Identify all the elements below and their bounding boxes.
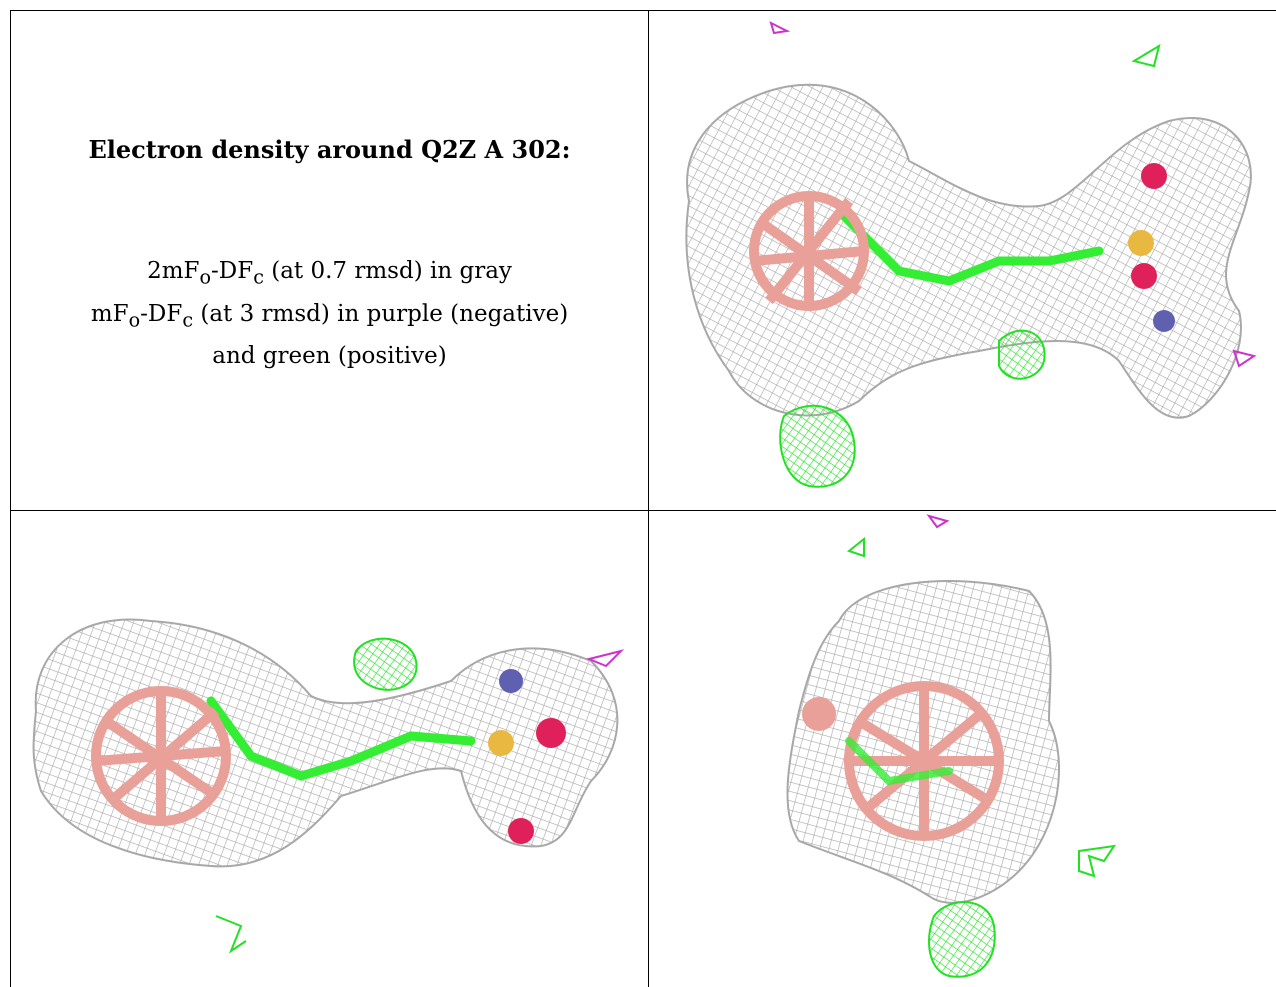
ligand-chain — [839, 211, 1104, 286]
density-view-svg — [32, 618, 625, 954]
positive-density-fragment — [1078, 844, 1117, 878]
legend-line-positive: and green (positive) — [212, 343, 447, 370]
positive-density-blob — [353, 637, 418, 691]
sulfonamide-group — [1128, 163, 1175, 332]
carborane-cage — [91, 686, 231, 826]
positive-density-fragment — [846, 536, 865, 558]
negative-density-fragment — [1232, 349, 1257, 368]
density-view-bottom-left — [11, 511, 648, 987]
positive-density-blob — [928, 901, 996, 978]
density-view-svg — [786, 514, 1117, 978]
carborane-cage — [802, 681, 1004, 841]
2fofc-mesh — [32, 618, 619, 868]
2fofc-mesh — [685, 83, 1252, 419]
frame-divider-vertical — [648, 10, 649, 987]
carborane-cage — [749, 191, 869, 311]
legend-line-2fofc: 2mFo-DFc (at 0.7 rmsd) in gray — [147, 258, 512, 289]
frame-divider-horizontal — [10, 510, 1276, 511]
frame-left — [10, 10, 11, 987]
caption-legend: 2mFo-DFc (at 0.7 rmsd) in gray mFo-DFc (… — [11, 253, 648, 375]
frame-top — [10, 10, 1276, 11]
caption-title: Electron density around Q2Z A 302: — [88, 135, 571, 164]
ligand-chain — [206, 696, 476, 781]
density-view-bottom-right — [649, 511, 1276, 987]
positive-density-fragment — [215, 915, 247, 954]
negative-density-fragment — [926, 514, 950, 529]
sulfonamide-group — [488, 669, 566, 844]
negative-density-fragment — [585, 649, 625, 668]
legend-line-fofc: mFo-DFc (at 3 rmsd) in purple (negative) — [90, 300, 569, 332]
density-view-top-right — [649, 11, 1276, 510]
ligand-chain — [845, 737, 953, 786]
positive-density-blob — [779, 404, 856, 488]
density-view-svg — [685, 21, 1257, 488]
positive-density-fragment — [1131, 43, 1161, 68]
positive-density-blob — [998, 329, 1046, 380]
caption-panel: Electron density around Q2Z A 302: 2mFo-… — [11, 11, 648, 510]
negative-density-fragment — [769, 21, 791, 35]
